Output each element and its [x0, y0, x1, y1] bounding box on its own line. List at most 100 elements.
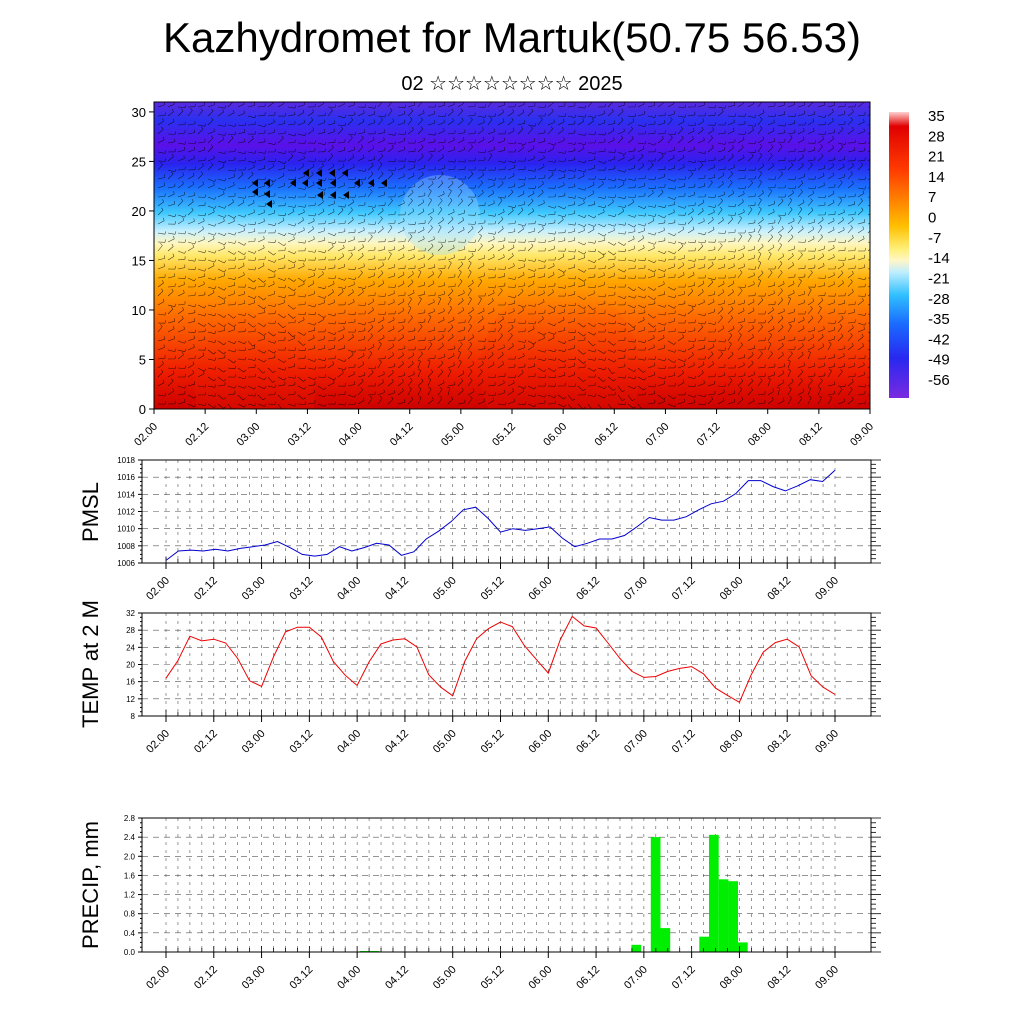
precip-bar — [660, 928, 671, 952]
x-tick-label: 06.00 — [526, 964, 554, 992]
y-tick-label: 1012 — [117, 508, 135, 517]
colorbar-ramp — [889, 112, 909, 398]
x-tick-label: 05.12 — [490, 421, 518, 449]
wind-pennant — [303, 169, 309, 177]
x-tick-label: 06.12 — [574, 575, 602, 603]
precip-bar — [728, 881, 738, 952]
precip-bar — [709, 834, 719, 953]
y-tick-label: 25 — [132, 154, 146, 169]
x-tick-label: 04.00 — [335, 575, 363, 603]
colorbar-label: -42 — [928, 331, 950, 348]
x-tick-label: 07.12 — [670, 964, 698, 992]
x-tick-label: 07.00 — [622, 575, 650, 603]
colorbar-label: 7 — [928, 189, 936, 206]
precip-bar — [738, 942, 748, 952]
wind-pennant — [316, 169, 322, 177]
warm-anomaly-2 — [480, 285, 640, 409]
pmsl-panel: 1006 1008 1010 1012 1014 1016 1018 02.00 02.12 03… — [78, 456, 881, 603]
x-tick-label: 03.12 — [288, 728, 316, 756]
y-tick-label: 2.0 — [124, 852, 136, 861]
y-tick-label: 5 — [139, 352, 146, 367]
x-tick-label: 05.12 — [479, 728, 507, 756]
x-tick-label: 07.00 — [644, 421, 672, 449]
y-tick-label: 20 — [132, 204, 146, 219]
x-tick-label: 04.12 — [383, 728, 411, 756]
x-tick-label: 02.00 — [144, 575, 172, 603]
wind-pennant — [302, 179, 308, 187]
y-tick-label: 0 — [139, 402, 146, 417]
x-tick-label: 08.12 — [797, 421, 825, 449]
precip-ylabel: PRECIP, mm — [78, 821, 103, 949]
wind-pennant — [330, 191, 336, 199]
x-tick-label: 06.00 — [526, 575, 554, 603]
x-tick-label: 02.00 — [144, 728, 172, 756]
x-tick-label: 04.00 — [335, 728, 363, 756]
precip-frame — [141, 817, 872, 953]
y-tick-label: 2.8 — [124, 814, 136, 823]
x-tick-label: 02.12 — [192, 728, 220, 756]
x-tick-label: 03.00 — [240, 964, 268, 992]
colorbar-labels: 35 28 21 14 7 0 -7 -14 -21 -28 -35 -42 -49 -56 — [928, 108, 950, 389]
x-tick-label: 05.00 — [431, 964, 459, 992]
y-tick-label: 8 — [131, 712, 136, 721]
x-tick-label: 08.00 — [746, 421, 774, 449]
colorbar-label: -35 — [928, 311, 950, 328]
colorbar-label: 35 — [928, 108, 945, 125]
x-tick-label: 08.00 — [718, 964, 746, 992]
precip-bars — [359, 834, 748, 953]
x-tick-label: 08.00 — [718, 575, 746, 603]
x-tick-label: 07.12 — [695, 421, 723, 449]
x-tick-label: 03.12 — [288, 575, 316, 603]
y-tick-label: 24 — [126, 643, 135, 652]
x-tick-label: 08.00 — [718, 728, 746, 756]
x-tick-label: 07.00 — [622, 964, 650, 992]
x-tick-label: 09.00 — [813, 964, 841, 992]
y-tick-label: 32 — [126, 609, 135, 618]
x-tick-label: 02.00 — [132, 421, 160, 449]
y-tick-label: 15 — [132, 253, 146, 268]
chart-subtitle: 02 ☆☆☆☆☆☆☆☆ 2025 — [401, 73, 623, 95]
wind-pennant — [329, 169, 335, 177]
x-tick-label: 06.12 — [574, 964, 602, 992]
y-tick-label: 1008 — [117, 542, 135, 551]
precip-grid — [142, 817, 871, 953]
colorbar-label: -49 — [928, 352, 950, 369]
x-tick-label: 08.12 — [765, 575, 793, 603]
precip-bar — [718, 879, 729, 952]
x-tick-label: 09.00 — [813, 575, 841, 603]
warm-anomaly-1 — [195, 310, 315, 409]
x-tick-label: 05.00 — [431, 728, 459, 756]
y-tick-label: 30 — [132, 105, 146, 120]
precip-bar — [650, 837, 661, 952]
y-tick-label: 10 — [132, 303, 146, 318]
y-tick-label: 0.8 — [124, 910, 136, 919]
x-tick-label: 08.12 — [765, 728, 793, 756]
x-tick-label: 07.00 — [622, 728, 650, 756]
x-tick-label: 02.12 — [192, 575, 220, 603]
wind-pennant — [316, 179, 322, 187]
x-tick-label: 04.12 — [388, 421, 416, 449]
y-tick-label: 20 — [126, 661, 135, 670]
cross-section-y-axis: 0 5 10 15 20 25 30 — [132, 105, 154, 417]
precip-bar — [699, 936, 709, 952]
x-tick-label: 06.00 — [526, 728, 554, 756]
colorbar-label: -56 — [928, 372, 950, 389]
precip-axes: 0.0 0.4 0.8 1.2 1.6 2.0 2.4 2.8 02.00 02.12 03.00 0… — [124, 814, 881, 992]
y-tick-label: 2.4 — [124, 833, 136, 842]
wind-pennant — [264, 179, 270, 187]
x-tick-label: 03.00 — [240, 575, 268, 603]
x-tick-label: 06.00 — [541, 421, 569, 449]
wind-pennant — [330, 179, 336, 187]
x-tick-label: 04.12 — [383, 964, 411, 992]
x-tick-label: 03.12 — [288, 964, 316, 992]
x-tick-label: 07.12 — [670, 728, 698, 756]
wind-pennant — [354, 179, 360, 187]
temp-series-line — [165, 615, 836, 704]
y-tick-label: 12 — [126, 695, 135, 704]
temp-panel: 8 12 16 20 24 28 32 02.00 02.12 03.00 03.12 04.00 04… — [78, 600, 881, 756]
x-tick-label: 04.00 — [337, 421, 365, 449]
wind-pennant — [343, 191, 349, 199]
y-tick-label: 1014 — [117, 490, 135, 499]
x-tick-label: 08.12 — [765, 964, 793, 992]
